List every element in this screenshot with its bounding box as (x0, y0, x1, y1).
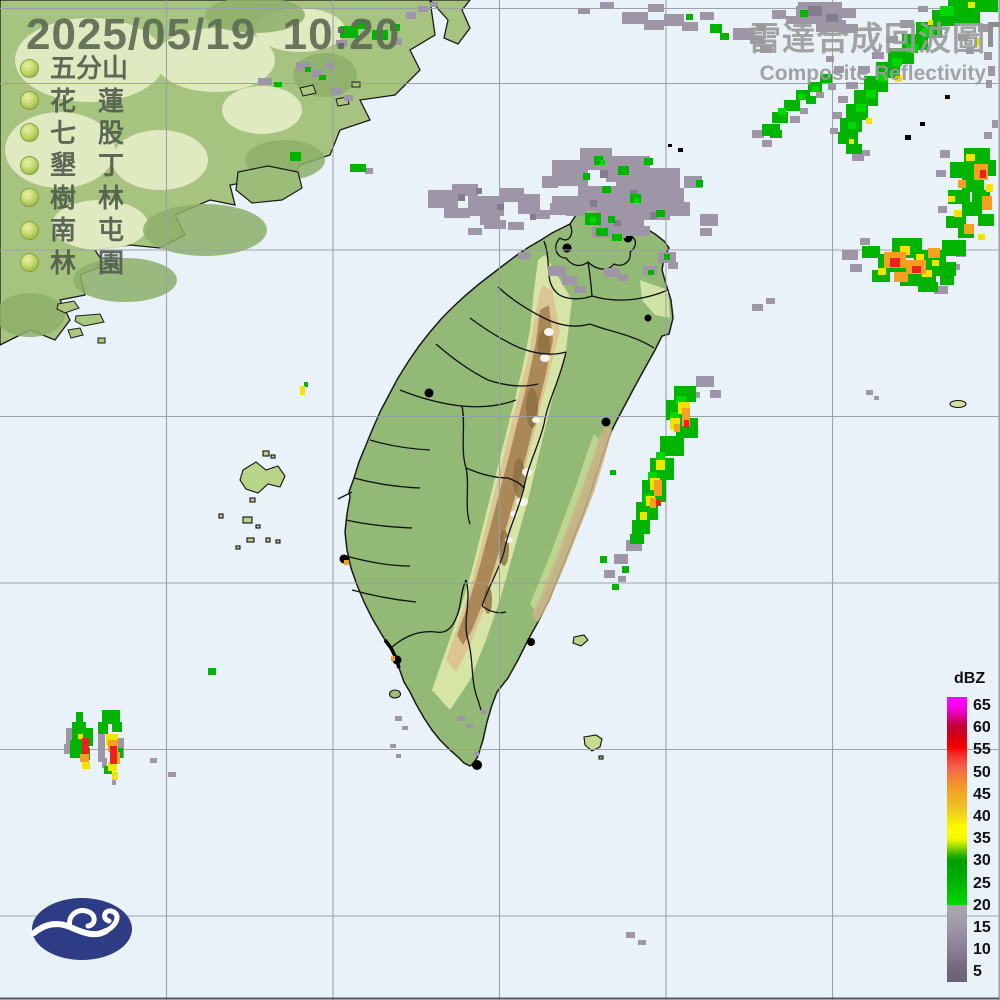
radar-station-list: 五分山花蓮七股墾丁樹林南屯林園 (20, 52, 129, 279)
legend-tick-label: 65 (973, 697, 991, 714)
station-row: 樹林 (20, 182, 124, 214)
station-row: 南屯 (20, 214, 124, 246)
station-bullet-icon (20, 253, 39, 273)
station-bullet-icon (20, 155, 39, 175)
legend-tick-label: 10 (973, 941, 991, 959)
mountain-peaks (505, 328, 554, 543)
offshore-islets (56, 81, 361, 344)
station-bullet-icon (20, 123, 39, 143)
station-bullet-icon (20, 220, 39, 240)
legend-unit-label: dBZ (954, 670, 986, 687)
legend-tick-label: 50 (973, 763, 991, 781)
legend-color-bar (947, 697, 967, 982)
cropped-glyph-mark (988, 22, 1000, 47)
penghu-islands (218, 450, 286, 550)
station-row: 墾丁 (20, 149, 124, 181)
station-bullet-icon (20, 188, 39, 208)
station-row: 林園 (20, 246, 124, 278)
station-bullet-icon (20, 58, 39, 78)
station-name: 七股 (50, 117, 124, 148)
legend-tick-label: 60 (973, 719, 991, 737)
legend-tick-label: 30 (973, 852, 991, 870)
station-bullet-icon (20, 91, 39, 111)
timestamp: 2025/05/19 10:20 (26, 10, 401, 59)
legend-tick-label: 35 (973, 830, 991, 848)
station-name: 花蓮 (50, 85, 124, 116)
legend-tick-label: 25 (973, 874, 991, 892)
taiwan-island (337, 198, 674, 767)
station-name: 五分山 (50, 53, 129, 84)
legend-tick-label: 20 (973, 896, 991, 914)
station-name: 林園 (50, 247, 124, 278)
station-row: 七股 (20, 117, 124, 149)
title-block: 雷達合成回波圖 Composite Reflectivity (748, 12, 986, 86)
station-row: 五分山 (20, 52, 129, 84)
echo-red (82, 170, 986, 764)
legend-tick-label: 5 (973, 963, 982, 981)
station-name: 墾丁 (50, 150, 124, 181)
legend-tick-label: 45 (973, 785, 991, 803)
legend-tick-label: 15 (973, 919, 991, 936)
station-row: 花蓮 (20, 84, 124, 116)
page-title: 雷達合成回波圖 (748, 20, 986, 57)
dbz-legend: dBZ 65 60 55 50 45 40 35 30 25 20 15 10 5 (946, 670, 998, 990)
station-name: 南屯 (50, 215, 124, 246)
small-islets (668, 95, 950, 152)
station-name: 樹林 (50, 182, 124, 213)
outlying-islands (388, 399, 967, 760)
cwb-logo (31, 898, 132, 960)
page-subtitle: Composite Reflectivity (759, 62, 986, 85)
county-borders (345, 223, 669, 711)
legend-tick-label: 40 (973, 808, 991, 825)
legend-tick-label: 55 (973, 741, 991, 759)
